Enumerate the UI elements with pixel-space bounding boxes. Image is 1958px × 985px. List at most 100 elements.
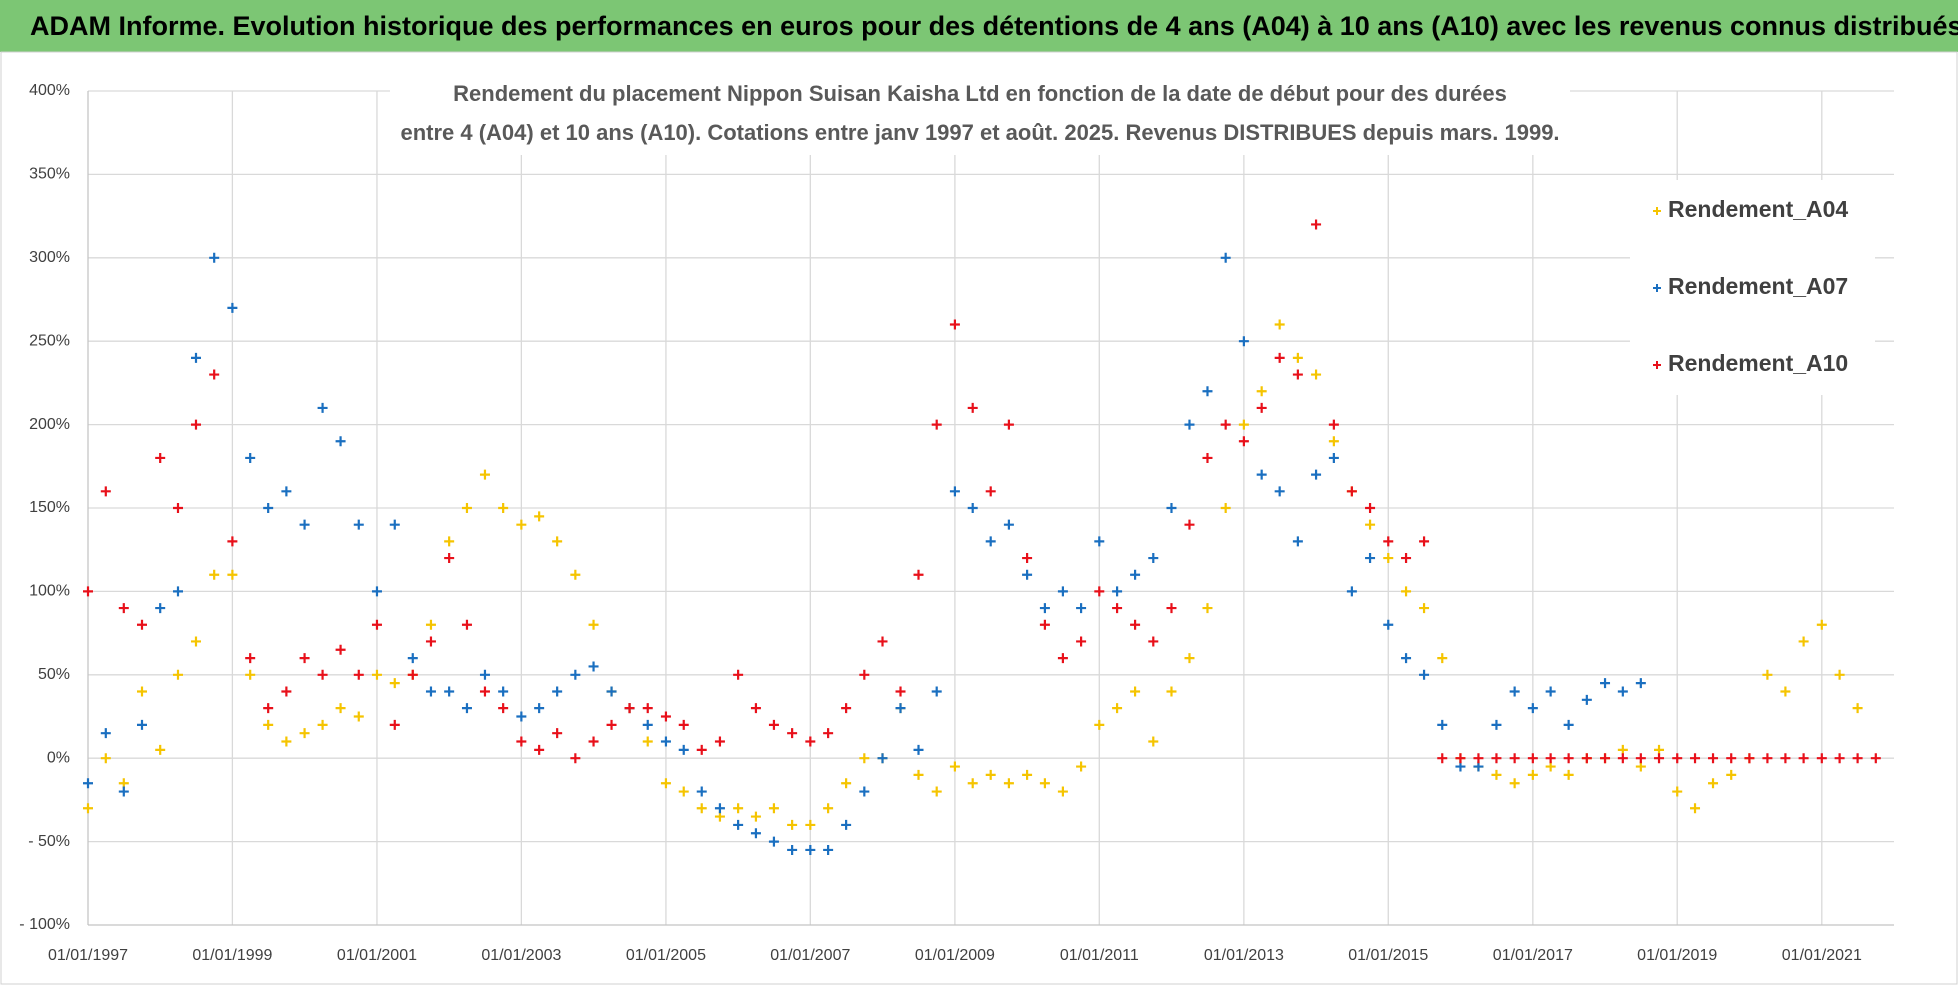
x-tick-label: 01/01/2015 bbox=[1348, 947, 1428, 964]
point bbox=[949, 319, 960, 330]
point bbox=[1238, 436, 1249, 447]
point bbox=[317, 402, 328, 413]
point bbox=[461, 503, 472, 513]
x-tick-label: 01/01/2005 bbox=[626, 947, 706, 964]
point bbox=[895, 703, 906, 714]
point bbox=[1744, 753, 1755, 764]
point bbox=[949, 761, 960, 772]
point bbox=[245, 452, 256, 463]
point bbox=[1112, 586, 1123, 597]
point bbox=[570, 669, 581, 680]
point bbox=[1563, 769, 1574, 780]
point bbox=[1184, 519, 1195, 530]
point bbox=[1130, 569, 1141, 580]
point bbox=[299, 728, 310, 739]
y-tick-label: 100% bbox=[29, 583, 70, 600]
x-tick-label: 01/01/1997 bbox=[48, 947, 128, 964]
point bbox=[1003, 419, 1014, 430]
point bbox=[1600, 678, 1611, 689]
point bbox=[299, 519, 310, 530]
point bbox=[1672, 786, 1683, 797]
point bbox=[859, 753, 870, 764]
point bbox=[1617, 753, 1628, 764]
point bbox=[100, 486, 111, 497]
point bbox=[1617, 744, 1628, 755]
point bbox=[1076, 761, 1087, 772]
point bbox=[498, 503, 509, 513]
point bbox=[1166, 503, 1177, 513]
point bbox=[1166, 603, 1177, 614]
point bbox=[967, 503, 978, 513]
point bbox=[190, 419, 201, 430]
point bbox=[1437, 753, 1448, 764]
point bbox=[642, 719, 653, 730]
x-tick-label: 01/01/2011 bbox=[1060, 947, 1139, 964]
point bbox=[1039, 778, 1050, 789]
point bbox=[1473, 753, 1484, 764]
point bbox=[1112, 603, 1123, 614]
point bbox=[913, 744, 924, 755]
point bbox=[1491, 769, 1502, 780]
point bbox=[1780, 753, 1791, 764]
point bbox=[805, 736, 816, 747]
point bbox=[1798, 753, 1809, 764]
point bbox=[118, 786, 129, 797]
point bbox=[1491, 719, 1502, 730]
point bbox=[209, 569, 220, 580]
point bbox=[1852, 753, 1863, 764]
point bbox=[1762, 669, 1773, 680]
point bbox=[1780, 686, 1791, 697]
point bbox=[859, 669, 870, 680]
point bbox=[407, 669, 418, 680]
point bbox=[895, 686, 906, 697]
header-bar bbox=[0, 0, 1958, 52]
point bbox=[1256, 386, 1267, 397]
legend-bg bbox=[1630, 180, 1875, 395]
point bbox=[1148, 636, 1159, 647]
legend-label: Rendement_A04 bbox=[1668, 196, 1848, 222]
point bbox=[1130, 619, 1141, 630]
y-tick-label: 250% bbox=[29, 332, 70, 349]
point bbox=[209, 369, 220, 380]
point bbox=[1311, 219, 1322, 230]
chart-title: entre 4 (A04) et 10 ans (A10). Cotations… bbox=[400, 120, 1559, 145]
point bbox=[317, 719, 328, 730]
point bbox=[1365, 553, 1376, 564]
x-tick-label: 01/01/1999 bbox=[192, 947, 272, 964]
point bbox=[1455, 753, 1466, 764]
point bbox=[172, 586, 183, 597]
point bbox=[552, 536, 563, 547]
point bbox=[1328, 419, 1339, 430]
point bbox=[642, 736, 653, 747]
point bbox=[353, 711, 364, 722]
point bbox=[1256, 402, 1267, 413]
point bbox=[1473, 761, 1484, 772]
point bbox=[1184, 419, 1195, 430]
point bbox=[1166, 686, 1177, 697]
header: ADAM Informe. Evolution historique des p… bbox=[30, 11, 1958, 41]
x-tick-label: 01/01/2017 bbox=[1493, 947, 1573, 964]
point bbox=[425, 686, 436, 697]
point bbox=[678, 744, 689, 755]
point bbox=[1238, 336, 1249, 347]
point bbox=[624, 703, 635, 714]
point bbox=[155, 452, 166, 463]
x-tick-label: 01/01/2003 bbox=[481, 947, 561, 964]
point bbox=[1509, 753, 1520, 764]
point bbox=[407, 653, 418, 664]
x-tick-label: 01/01/2021 bbox=[1782, 947, 1862, 964]
point bbox=[136, 719, 147, 730]
point bbox=[534, 511, 545, 522]
point bbox=[1437, 653, 1448, 664]
point bbox=[877, 753, 888, 764]
point bbox=[1762, 753, 1773, 764]
point bbox=[516, 711, 527, 722]
title-bg bbox=[390, 75, 1570, 155]
point bbox=[1346, 486, 1357, 497]
point bbox=[1256, 469, 1267, 480]
point bbox=[172, 503, 183, 513]
point bbox=[1581, 694, 1592, 705]
point bbox=[1419, 603, 1430, 614]
point bbox=[209, 252, 220, 263]
point bbox=[913, 569, 924, 580]
